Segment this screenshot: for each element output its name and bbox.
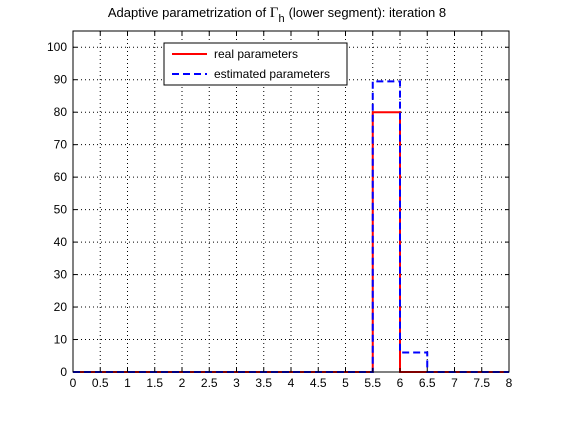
x-tick-label: 3 [233,376,240,390]
x-tick-label: 0.5 [92,376,109,390]
x-tick-label: 1.5 [146,376,163,390]
y-tick-label: 10 [54,333,68,347]
legend-label-real: real parameters [214,47,298,61]
chart-title: Adaptive parametrization of Γh (lower seg… [108,5,446,25]
x-tick-label: 0 [70,376,77,390]
legend-label-estimated: estimated parameters [214,67,330,81]
y-tick-label: 0 [60,365,67,379]
x-tick-label: 7.5 [473,376,490,390]
ticks [72,31,510,373]
x-tick-label: 4.5 [310,376,327,390]
series-estimated-parameters [73,80,509,373]
y-tick-label: 30 [54,268,68,282]
legend: real parameters estimated parameters [163,42,348,86]
y-tick-label: 100 [47,40,67,54]
y-tick-label: 90 [54,73,68,87]
x-tick-label: 6 [397,376,404,390]
x-tick-label: 7 [451,376,458,390]
y-tick-label: 80 [54,105,68,119]
legend-box [163,42,348,86]
x-tick-label: 4 [288,376,295,390]
x-tick-label: 5.5 [364,376,381,390]
y-tick-label: 60 [54,170,68,184]
x-tick-label: 6.5 [419,376,436,390]
x-tick-label: 1 [124,376,131,390]
tick-labels: 0 0.5 1 1.5 2 2.5 3 3.5 4 4.5 5 5.5 6 6.5 7 7.5 80102030… [47,40,513,390]
x-tick-label: 5 [342,376,349,390]
x-tick-label: 2 [179,376,186,390]
y-tick-label: 20 [54,300,68,314]
y-tick-label: 70 [54,138,68,152]
chart-title-gamma: Γ [270,5,279,21]
chart-title-rest: (lower segment): iteration 8 [289,5,447,20]
y-tick-label: 40 [54,235,68,249]
x-tick-label: 3.5 [255,376,272,390]
x-tick-label: 2.5 [201,376,218,390]
chart-title-main: Adaptive parametrization of [108,5,267,20]
y-tick-label: 50 [54,203,68,217]
chart-title-subscript: h [278,13,284,25]
x-tick-label: 8 [506,376,513,390]
